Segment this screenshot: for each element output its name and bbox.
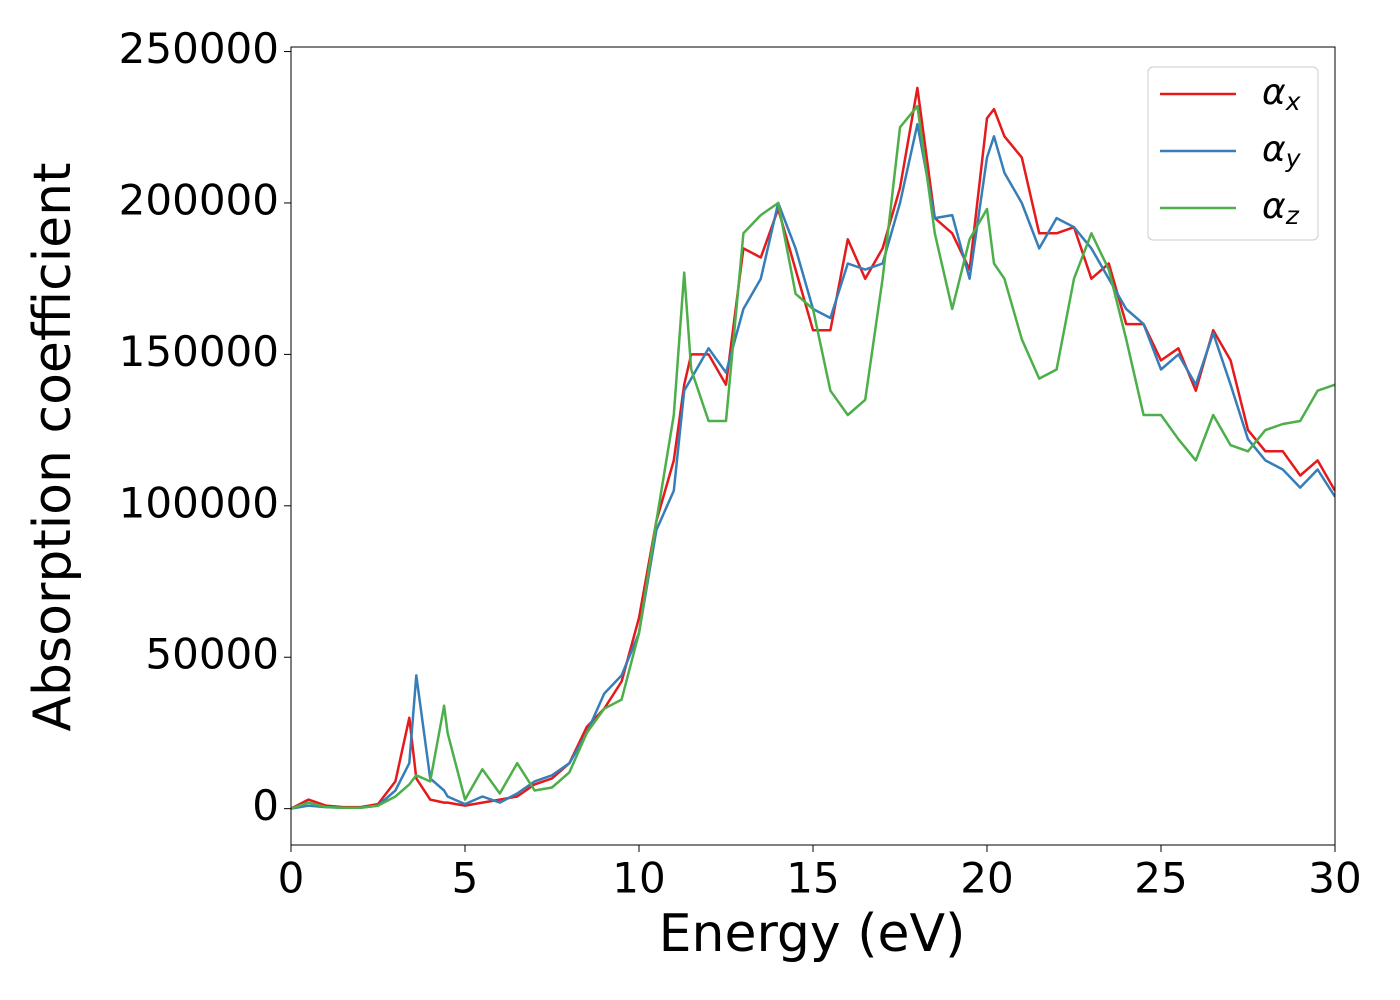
y-axis-label: Absorption coefficient	[23, 162, 83, 731]
x-tick-label: 10	[612, 854, 665, 903]
x-tick-label: 15	[786, 854, 839, 903]
x-tick-label: 20	[960, 854, 1013, 903]
y-tick-label: 250000	[119, 24, 279, 73]
x-tick-label: 5	[452, 854, 479, 903]
x-tick-label: 30	[1308, 854, 1361, 903]
x-tick-label: 0	[278, 854, 305, 903]
y-tick-label: 200000	[119, 175, 279, 224]
x-tick-label: 25	[1134, 854, 1187, 903]
plot-frame	[290, 46, 1336, 846]
data-line	[291, 122, 1335, 810]
y-tick-label: 50000	[145, 630, 279, 679]
legend-box	[1147, 66, 1319, 241]
x-axis-label: Energy (eV)	[659, 904, 966, 964]
y-tick-label: 150000	[119, 327, 279, 376]
y-tick-label: 0	[252, 781, 279, 830]
y-tick-label: 100000	[119, 478, 279, 527]
data-line	[291, 104, 1335, 810]
